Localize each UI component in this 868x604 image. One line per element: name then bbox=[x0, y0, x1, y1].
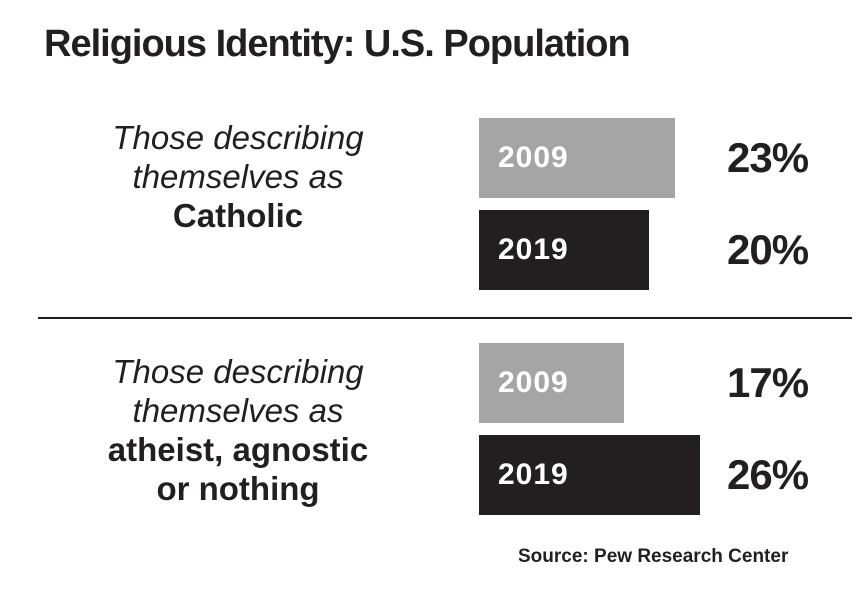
bar-row-2019-atheist: 2019 26% bbox=[479, 435, 868, 515]
bar-row-2019-catholic: 2019 20% bbox=[479, 210, 868, 290]
bar-2009-catholic: 2009 bbox=[479, 118, 675, 198]
bar-year-label: 2019 bbox=[498, 233, 569, 266]
bar-year-label: 2019 bbox=[498, 458, 569, 491]
source-credit: Source: Pew Research Center bbox=[518, 546, 789, 567]
bar-year-label: 2009 bbox=[498, 141, 569, 174]
value-2009-catholic: 23% bbox=[727, 134, 809, 181]
label-line-italic-1: Those describing bbox=[112, 119, 364, 156]
bar-2009-atheist: 2009 bbox=[479, 343, 624, 423]
label-line-italic-2: themselves as bbox=[132, 158, 344, 195]
value-2019-catholic: 20% bbox=[727, 226, 809, 273]
group-label-catholic: Those describing themselves as Catholic bbox=[44, 118, 432, 235]
bars-catholic: 2009 23% 2019 20% bbox=[479, 118, 868, 302]
bar-2019-atheist: 2019 bbox=[479, 435, 700, 515]
bar-row-2009-catholic: 2009 23% bbox=[479, 118, 868, 198]
label-line-bold-1: atheist, agnostic bbox=[107, 431, 369, 468]
group-atheist-agnostic-nothing: Those describing themselves as atheist, … bbox=[0, 343, 868, 517]
group-label-atheist-agnostic-nothing: Those describing themselves as atheist, … bbox=[44, 352, 432, 508]
bar-row-2009-atheist: 2009 17% bbox=[479, 343, 868, 423]
value-2019-atheist: 26% bbox=[727, 451, 809, 498]
group-divider bbox=[38, 317, 852, 319]
label-line-italic-1: Those describing bbox=[112, 353, 364, 390]
bars-atheist-agnostic-nothing: 2009 17% 2019 26% bbox=[479, 343, 868, 527]
group-catholic: Those describing themselves as Catholic … bbox=[0, 118, 868, 290]
chart-title: Religious Identity: U.S. Population bbox=[44, 23, 631, 65]
label-line-italic-2: themselves as bbox=[132, 392, 344, 429]
bar-year-label: 2009 bbox=[498, 366, 569, 399]
label-line-bold-1: Catholic bbox=[172, 197, 304, 234]
value-2009-atheist: 17% bbox=[727, 359, 809, 406]
label-line-bold-2: or nothing bbox=[156, 470, 320, 507]
bar-2019-catholic: 2019 bbox=[479, 210, 649, 290]
